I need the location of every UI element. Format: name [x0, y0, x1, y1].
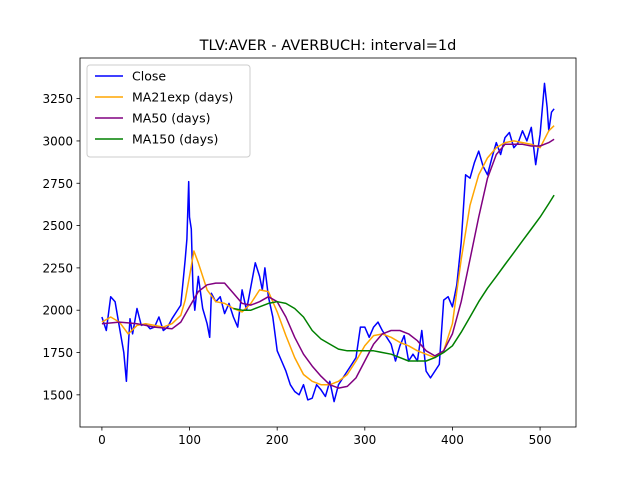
y-tick-label: 2000: [42, 304, 73, 318]
series-line-close: [101, 82, 555, 403]
x-axis: 0 100 200 300 400 500: [98, 427, 552, 447]
y-axis: 1500 1750 2000 2250 2500 2750 3000 3250: [42, 92, 80, 402]
x-tick-label: 200: [266, 433, 289, 447]
legend-label: MA50 (days): [132, 111, 210, 126]
y-tick-label: 3000: [42, 134, 73, 148]
x-tick-label: 400: [441, 433, 464, 447]
series-line-ma21exp-days: [101, 125, 555, 386]
x-tick-label: 100: [178, 433, 201, 447]
y-tick-label: 2500: [42, 219, 73, 233]
legend-label: MA21exp (days): [132, 90, 233, 105]
y-tick-label: 1500: [42, 388, 73, 402]
series-line-ma150-days: [233, 194, 555, 362]
x-tick-label: 0: [98, 433, 106, 447]
y-tick-label: 2750: [42, 177, 73, 191]
series-layer: [101, 82, 555, 403]
y-tick-label: 3250: [42, 92, 73, 106]
legend-box: [86, 64, 251, 158]
plot-area: [79, 57, 577, 428]
plot-frame: [79, 57, 577, 428]
y-tick-label: 1750: [42, 346, 73, 360]
x-tick-label: 300: [353, 433, 376, 447]
y-tick-label: 2250: [42, 261, 73, 275]
series-line-ma50-days: [101, 138, 555, 389]
legend: Close MA21exp (days) MA50 (days) MA150 (day…: [86, 64, 251, 158]
legend-label: MA150 (days): [132, 132, 218, 147]
x-tick-label: 500: [529, 433, 552, 447]
chart-title: TLV:AVER - AVERBUCH: interval=1d: [199, 38, 457, 54]
legend-label: Close: [132, 69, 166, 84]
